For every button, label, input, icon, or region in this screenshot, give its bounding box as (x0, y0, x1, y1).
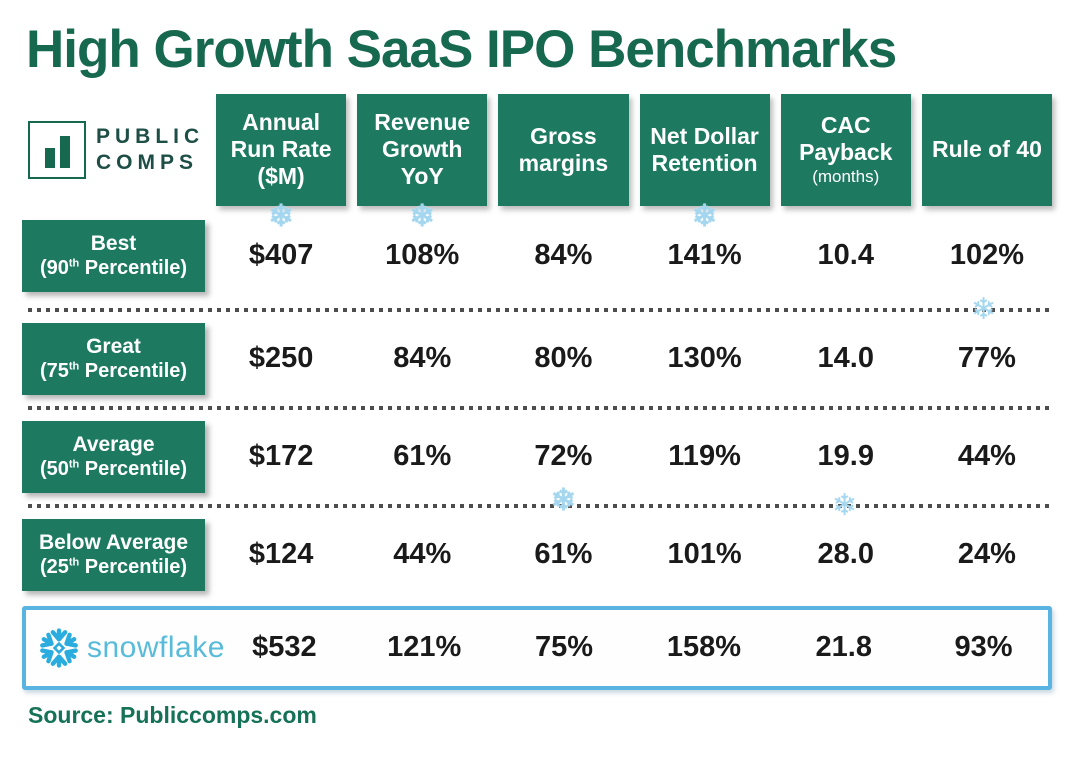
cell-average-cac-payback: 19.9 (817, 440, 874, 473)
cell-best-cac-payback: 10.4 (817, 239, 874, 272)
row-label-average: Average (50th Percentile) (22, 420, 205, 493)
cell-best-gross-margins: 84% (534, 239, 593, 272)
dotted-separator-1: ❄ (28, 294, 1050, 324)
cell-below-average-gross-margins: ❄ 61% (534, 483, 593, 571)
snowflake-marker-icon: ❄ (409, 199, 435, 233)
column-header-annual-run-rate: Annual Run Rate ($M) (216, 93, 347, 206)
snowflake-logo: snowflake (26, 610, 224, 686)
snowflake-logo-icon (40, 627, 78, 668)
cell-great-net-dollar-retention: 130% (667, 342, 742, 375)
cell-great-gross-margins: 80% (534, 342, 593, 375)
cell-best-rule-of-40: 102% (949, 239, 1024, 272)
cell-snowflake-gross-margins: 75% (535, 631, 594, 664)
table-row-average: Average (50th Percentile) $172 61% 72% 1… (22, 412, 1052, 502)
snowflake-marker-icon: ❄ (268, 199, 294, 233)
cell-below-average-cac-payback: 28.0 (817, 538, 874, 571)
cell-average-revenue-growth: 61% (393, 440, 452, 473)
cell-best-annual-run-rate: ❄ $407 (248, 199, 314, 272)
cell-snowflake-revenue-growth: 121% (387, 631, 462, 664)
bar-chart-icon (28, 120, 86, 179)
cell-average-rule-of-40: 44% (957, 440, 1016, 473)
cell-great-rule-of-40: 77% (957, 342, 1016, 375)
dotted-separator-2 (28, 405, 1050, 410)
column-header-revenue-growth: Revenue Growth YoY (357, 93, 488, 206)
column-header-rule-of-40: Rule of 40 (921, 93, 1052, 206)
cell-below-average-rule-of-40: 24% (957, 538, 1016, 571)
cell-best-revenue-growth: ❄ 108% (385, 199, 460, 272)
cell-snowflake-annual-run-rate: $532 (252, 631, 317, 664)
column-header-cac-payback: CAC Payback (months) (780, 93, 911, 206)
cell-average-net-dollar-retention: 119% (668, 440, 741, 473)
cell-below-average-annual-run-rate: $124 (248, 538, 314, 571)
cell-below-average-net-dollar-retention: 101% (667, 538, 742, 571)
cell-snowflake-cac-payback: 21.8 (815, 631, 872, 664)
table-row-great: Great (75th Percentile) $250 84% 80% 130… (22, 314, 1052, 404)
snowflake-marker-icon: ❄ (692, 199, 718, 233)
page-title: High Growth SaaS IPO Benchmarks (26, 20, 897, 79)
cell-below-average-revenue-growth: 44% (393, 538, 452, 571)
row-label-great: Great (75th Percentile) (22, 322, 205, 395)
table-row-best: Best (90th Percentile) ❄ $407 ❄ 108% 84%… (22, 199, 1052, 306)
cell-snowflake-rule-of-40: 93% (954, 631, 1013, 664)
dotted-separator-3: ❄ (28, 490, 1050, 520)
cell-great-annual-run-rate: $250 (248, 342, 314, 375)
cell-great-revenue-growth: 84% (393, 342, 452, 375)
cell-snowflake-net-dollar-retention: 158% (666, 631, 741, 664)
table-row-snowflake: snowflake $532 121% 75% 158% 21.8 93% (22, 605, 1052, 690)
cell-great-cac-payback: 14.0 (817, 342, 874, 375)
publiccomps-logo: PUBLIC COMPS (22, 94, 205, 206)
table-row-below-average: Below Average (25th Percentile) $124 44%… (22, 483, 1052, 600)
source-text: Source: Publiccomps.com (28, 701, 317, 728)
cell-best-net-dollar-retention: ❄ 141% (667, 199, 742, 272)
column-header-gross-margins: Gross margins (498, 93, 629, 206)
cell-average-gross-margins: 72% (534, 440, 593, 473)
snowflake-wordmark: snowflake (87, 630, 225, 664)
row-label-below-average: Below Average (25th Percentile) (22, 518, 205, 591)
column-header-net-dollar-retention: Net Dollar Retention (639, 93, 770, 206)
publiccomps-wordmark: PUBLIC COMPS (96, 125, 205, 174)
column-header-row: PUBLIC COMPS Annual Run Rate ($M) Revenu… (22, 93, 1052, 206)
cell-average-annual-run-rate: $172 (248, 440, 314, 473)
row-label-best: Best (90th Percentile) (22, 219, 205, 292)
